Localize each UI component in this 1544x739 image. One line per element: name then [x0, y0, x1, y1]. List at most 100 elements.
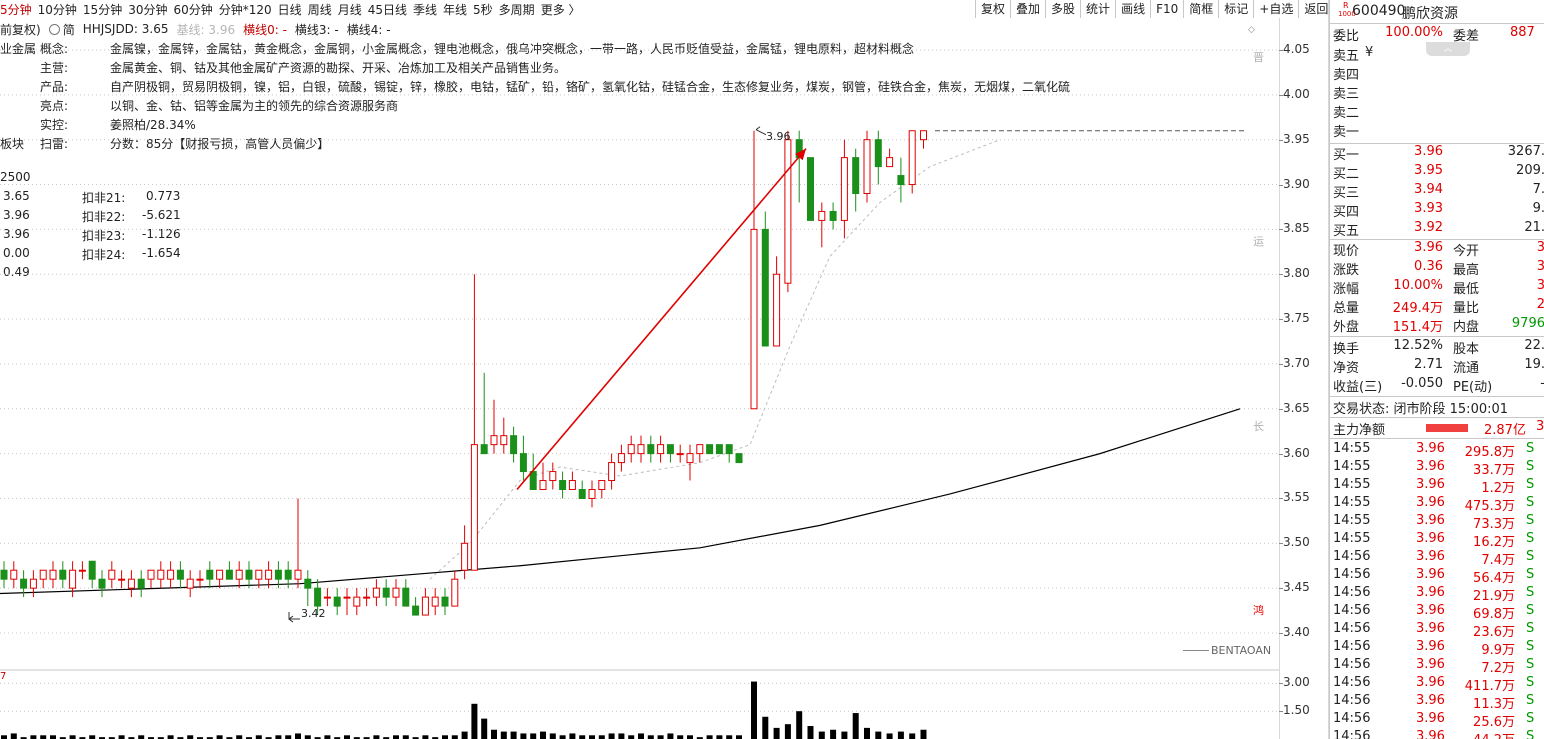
divider [1330, 239, 1544, 240]
period-day[interactable]: 日线 [277, 2, 302, 17]
sell-label: 卖五 [1333, 49, 1360, 64]
candle-body [500, 435, 508, 446]
candle-body [908, 130, 916, 186]
period-month[interactable]: 月线 [337, 2, 362, 17]
candle-body [255, 569, 263, 580]
stat-value: 3.96 [1414, 240, 1443, 255]
period-year[interactable]: 年线 [443, 2, 468, 17]
period-5sec[interactable]: 5秒 [473, 2, 493, 17]
period-120min[interactable]: 分钟*120 [218, 2, 272, 17]
candle-body [784, 139, 792, 284]
stat-value: 22. [1524, 338, 1544, 353]
sell-row-2[interactable]: 卖二 [1330, 102, 1544, 121]
volume-bar [598, 735, 605, 739]
toolbar-draw[interactable]: 画线 [1115, 0, 1150, 18]
stat-row: 涨跌 0.36 最高 3 [1330, 259, 1544, 278]
price-axis-label: 4.05 [1283, 42, 1310, 56]
toolbar-add-watch[interactable]: +自选 [1253, 0, 1298, 18]
volume-bar [334, 737, 341, 739]
adjust-mode[interactable]: 前复权) [0, 22, 41, 37]
toolbar-stats[interactable]: 统计 [1080, 0, 1115, 18]
toolbar-adjust[interactable]: 复权 [975, 0, 1010, 18]
stat-label: 换手 [1333, 342, 1360, 357]
jian-toggle[interactable]: 简 [48, 21, 75, 38]
sell-row-1[interactable]: 卖一 [1330, 121, 1544, 140]
period-more[interactable]: 更多 〉 [540, 2, 581, 17]
price-axis-label: 3.45 [1283, 580, 1310, 595]
buy-row-3[interactable]: 买三 3.94 7. [1330, 182, 1544, 201]
volume-bar [138, 735, 145, 739]
stat-value: 3 [1537, 259, 1544, 274]
buy-row-2[interactable]: 买二 3.95 209. [1330, 163, 1544, 182]
candle-body [686, 453, 694, 464]
toolbar-multi[interactable]: 多股 [1045, 0, 1080, 18]
volume-bar [608, 733, 615, 739]
toolbar-simple[interactable]: 简框 [1183, 0, 1218, 18]
candle-body [137, 578, 145, 589]
sell-row-3[interactable]: 卖三 [1330, 83, 1544, 102]
toolbar-f10[interactable]: F10 [1150, 0, 1183, 18]
period-week[interactable]: 周线 [307, 2, 332, 17]
price-tick [1279, 498, 1283, 500]
stat-value: 9796 [1511, 316, 1544, 331]
tick-side: S [1526, 585, 1535, 600]
buy-row-5[interactable]: 买五 3.92 21. [1330, 220, 1544, 239]
buy-label: 买五 [1333, 224, 1360, 239]
volume-bar [255, 735, 262, 739]
high-label: 3.96 [766, 130, 791, 143]
tick-price: 3.96 [1416, 603, 1445, 618]
candle-body [20, 578, 28, 589]
period-45day[interactable]: 45日线 [367, 2, 407, 17]
sell-row-4[interactable]: 卖四 [1330, 64, 1544, 83]
price-tick [1279, 363, 1283, 365]
buy-row-1[interactable]: 买一 3.96 3267. [1330, 144, 1544, 163]
price-tick [1279, 139, 1283, 141]
tick-side: S [1526, 657, 1535, 672]
candle-body [108, 569, 116, 580]
candle-body [274, 569, 282, 580]
market-badge-sub: 1000 [1338, 10, 1356, 18]
period-15min[interactable]: 15分钟 [82, 2, 123, 17]
toolbar-overlay[interactable]: 叠加 [1010, 0, 1045, 18]
watermark-text: BENTAOAN [1211, 644, 1272, 657]
volume-bar [579, 735, 586, 739]
period-5min[interactable]: 5分钟 [0, 2, 32, 17]
period-60min[interactable]: 60分钟 [173, 2, 213, 17]
volume-bar [520, 733, 527, 739]
volume-bar [275, 735, 282, 739]
toolbar-mark[interactable]: 标记 [1218, 0, 1253, 18]
main-flow-row[interactable]: 主力净额 2.87亿 3 [1330, 419, 1544, 438]
period-30min[interactable]: 30分钟 [128, 2, 168, 17]
tick-time: 14:55 [1333, 513, 1371, 528]
collapse-tab[interactable]: ︿ [1426, 42, 1470, 56]
sell-row-5[interactable]: 卖五 ¥ [1330, 45, 1544, 64]
volume-bar [807, 726, 814, 739]
tick-row: 14:56 3.96 56.4万 S [1330, 567, 1544, 586]
kline-chart-area[interactable]: 5分钟 10分钟 15分钟 30分钟 60分钟 分钟*120 日线 周线 月线 … [0, 0, 1280, 739]
scroll-up-icon[interactable]: ◇ [1248, 25, 1255, 35]
stat-label: 总量 [1333, 301, 1360, 316]
tick-volume: 1.2万 [1481, 481, 1515, 496]
period-10min[interactable]: 10分钟 [37, 2, 77, 17]
volume-bar [40, 735, 47, 739]
price-axis-label: 3.75 [1283, 311, 1310, 326]
buy-row-4[interactable]: 买四 3.93 9. [1330, 201, 1544, 220]
volume-tick [1279, 683, 1283, 685]
stat-label: 最低 [1453, 282, 1480, 297]
candle-body [617, 453, 625, 464]
tick-time: 14:56 [1333, 549, 1371, 564]
stock-header: R 1000 600490 鹏欣资源 [1330, 0, 1544, 22]
tick-side: S [1526, 459, 1535, 474]
tick-row: 14:55 3.96 475.3万 S [1330, 495, 1544, 514]
volume-bar [909, 733, 916, 739]
toolbar-back[interactable]: 返回 [1298, 0, 1333, 18]
volume-bar [451, 735, 458, 739]
sell-label: 卖二 [1333, 106, 1360, 121]
fund-value: 分数：85分【财报亏损，高管人员偏少】 [110, 137, 330, 151]
volume-bar [461, 731, 468, 739]
volume-bar [373, 735, 380, 739]
period-season[interactable]: 季线 [413, 2, 438, 17]
tick-side: S [1526, 531, 1535, 546]
candlestick-svg[interactable] [0, 0, 1280, 739]
period-multi[interactable]: 多周期 [498, 2, 535, 17]
